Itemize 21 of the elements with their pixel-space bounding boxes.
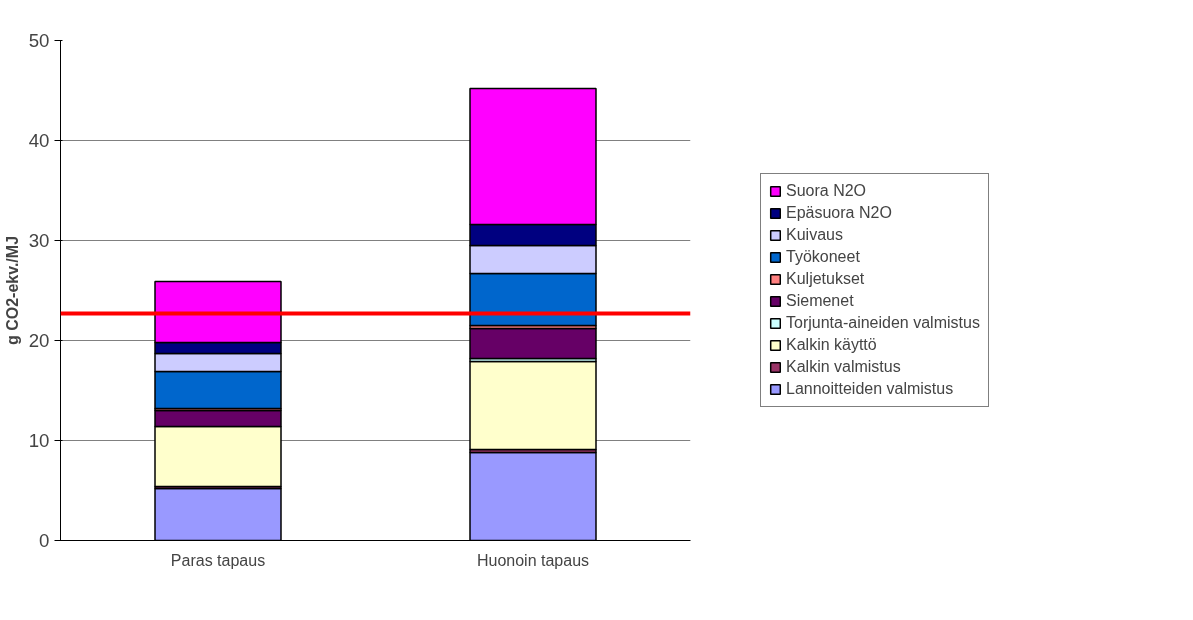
y-tick-label: 40 [28, 130, 50, 151]
x-tick-label: Huonoin tapaus [476, 551, 590, 569]
legend-label: Kalkin valmistus [786, 358, 901, 376]
legend-label: Siemenet [786, 292, 854, 310]
legend-label: Suora N2O [786, 182, 867, 200]
legend-label: Lannoitteiden valmistus [786, 380, 954, 398]
y-tick-label: 30 [28, 230, 50, 251]
y-tick-label: 10 [28, 430, 50, 451]
y-tick-label: 20 [28, 330, 50, 351]
x-tick-label: Paras tapaus [170, 551, 266, 569]
y-tick-label: 0 [39, 530, 50, 551]
legend-label: Kalkin käyttö [786, 336, 877, 354]
bar [469, 327, 597, 360]
legend-label: Kuljetukset [786, 270, 865, 288]
legend-label: Torjunta-aineiden valmistus [786, 314, 980, 332]
legend-label: Työkoneet [786, 248, 860, 266]
bar [469, 360, 597, 451]
legend-label: Kuivaus [786, 226, 843, 244]
y-tick-label: 50 [28, 30, 50, 51]
y-axis-title: g CO2-ekv./MJ [3, 235, 21, 346]
legend-label: Epäsuora N2O [786, 204, 892, 222]
